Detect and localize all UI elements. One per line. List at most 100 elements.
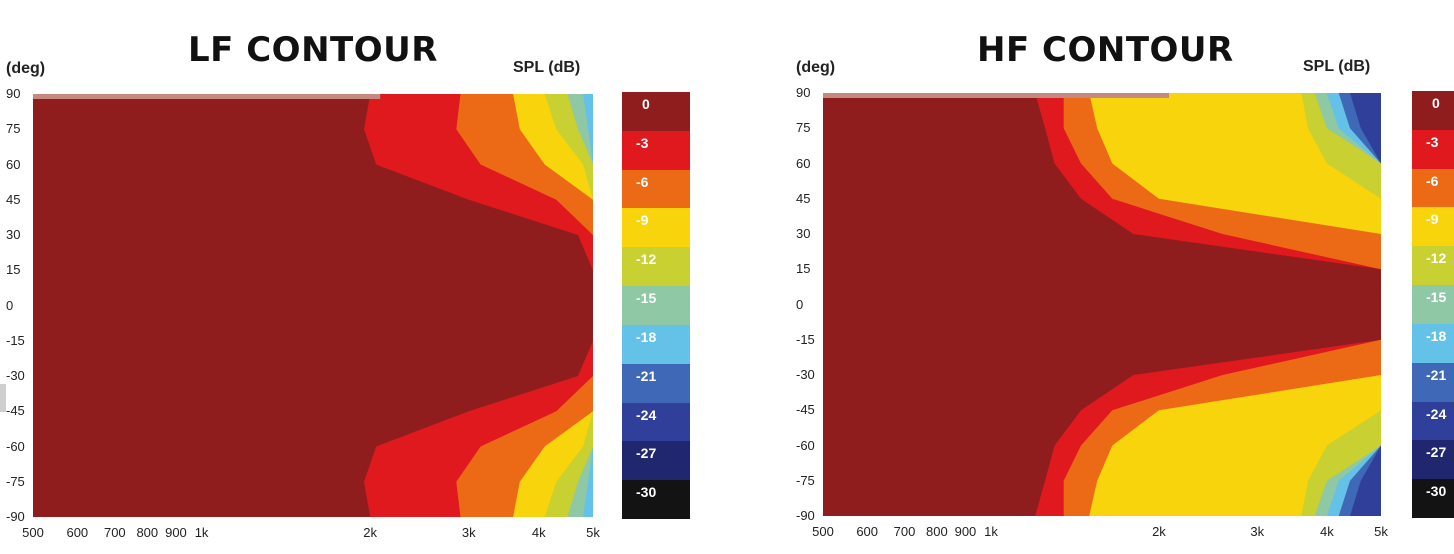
y-tick-label: 0: [6, 297, 14, 313]
colorbar-cell: [622, 402, 690, 442]
y-tick-label: 60: [6, 156, 21, 172]
colorbar-cell: [1412, 285, 1454, 325]
colorbar-cell: [622, 169, 690, 209]
contour-plot: [33, 94, 593, 517]
colorbar-cell: [1412, 440, 1454, 480]
contour-region-minus-6: [456, 94, 593, 517]
colorbar-label-value: -3: [636, 134, 649, 151]
colorbar-label-value: 0: [1432, 95, 1440, 111]
y-tick-label: -30: [6, 368, 25, 383]
x-tick-label: 3k: [461, 525, 476, 540]
colorbar-cell: [1412, 479, 1454, 519]
x-tick-label: 2k: [1152, 524, 1166, 539]
contour-region-minus-18: [583, 94, 593, 517]
colorbar-label-value: -6: [1426, 172, 1439, 189]
colorbar-cell: [1412, 401, 1454, 441]
y-tick-label: 45: [6, 191, 21, 207]
y-tick-label: 45: [796, 190, 811, 206]
top-edge-strip: [823, 93, 1169, 98]
y-tick-label: 15: [6, 262, 21, 278]
x-tick-label: 800: [926, 524, 948, 539]
chart-title: HF CONTOUR: [977, 30, 1234, 70]
colorbar-cell: [622, 130, 690, 171]
contour-region-minus-9: [1089, 93, 1381, 516]
contour-svg: [823, 93, 1381, 516]
x-tick-label: 5k: [1374, 524, 1388, 539]
contour-svg: [33, 94, 593, 517]
colorbar-label: SPL (dB): [1303, 58, 1371, 75]
y-tick-label: 75: [6, 121, 21, 137]
colorbar-label-value: -15: [1426, 289, 1447, 306]
y-tick-label: -15: [796, 331, 815, 347]
lf-contour-panel: LF CONTOUR (deg) SPL (dB) 90 75 60 45 30 15 0 -…: [0, 0, 720, 554]
x-tick-label: 1k: [984, 524, 998, 539]
colorbar-label: SPL (dB): [513, 59, 581, 76]
colorbar-label-value: -21: [636, 367, 657, 384]
y-tick-label: -75: [6, 473, 25, 489]
y-tick-label: -90: [6, 509, 25, 524]
y-tick-label: 90: [796, 85, 811, 100]
colorbar-cell: [622, 286, 690, 326]
colorbar-label-value: -27: [1426, 444, 1447, 461]
colorbar-cell: [622, 480, 690, 520]
colorbar-label-value: -3: [1426, 133, 1439, 150]
colorbar-label-value: -21: [1426, 366, 1447, 383]
top-edge-strip: [33, 94, 381, 99]
colorbar-label-value: -27: [636, 445, 657, 462]
colorbar-label-value: -18: [636, 328, 657, 345]
x-tick-label: 5k: [586, 525, 600, 540]
colorbar-label-value: -15: [636, 290, 657, 307]
y-tick-label: 15: [796, 261, 811, 277]
contour-plot: [823, 93, 1381, 516]
contour-region-minus-3: [364, 94, 593, 517]
x-tick-label: 2k: [363, 525, 378, 540]
x-tick-label: 600: [66, 525, 89, 540]
x-tick-label: 4k: [531, 525, 546, 540]
x-tick-label: 700: [893, 524, 916, 539]
left-edge-marker: [0, 384, 6, 412]
colorbar-cell: [1412, 362, 1454, 403]
colorbar-cell: [622, 92, 690, 132]
contour-region-minus-24: [1350, 93, 1381, 516]
x-tick-label: 3k: [1250, 524, 1265, 539]
x-tick-label: 4k: [1320, 524, 1334, 539]
x-tick-label: 900: [165, 525, 187, 540]
y-tick-label: -60: [6, 438, 25, 454]
chart-title: LF CONTOUR: [188, 30, 438, 70]
colorbar-label-value: -30: [636, 484, 657, 501]
colorbar-cell: [1412, 207, 1454, 247]
colorbar-label-value: -12: [1426, 250, 1447, 267]
x-tick-label: 700: [103, 525, 126, 540]
y-axis-label: (deg): [796, 59, 836, 76]
colorbar-label-value: -12: [636, 251, 657, 268]
colorbar-label-value: 0: [642, 96, 650, 112]
colorbar-label-value: -24: [636, 406, 657, 423]
colorbar-cell: [1412, 91, 1454, 131]
y-tick-label: 30: [796, 226, 811, 241]
colorbar-label-value: -18: [1426, 327, 1447, 344]
colorbar-label-value: -30: [1426, 483, 1447, 500]
x-tick-label: 900: [954, 524, 977, 539]
colorbar-cell: [622, 324, 690, 365]
x-tick-label: 500: [22, 525, 44, 540]
colorbar-label-value: -24: [1426, 405, 1447, 422]
y-tick-label: -45: [796, 402, 815, 418]
x-tick-label: 1k: [194, 525, 209, 540]
colorbar-label-value: -9: [1426, 211, 1439, 228]
y-tick-label: 30: [6, 227, 21, 242]
x-tick-label: 600: [856, 524, 879, 539]
colorbar-label-value: -6: [636, 173, 649, 190]
y-tick-label: -75: [796, 472, 815, 488]
y-tick-label: -30: [796, 367, 815, 382]
y-tick-label: -45: [6, 403, 25, 419]
colorbar-cell: [622, 208, 690, 248]
y-tick-label: 90: [6, 86, 21, 101]
y-tick-label: 0: [796, 296, 804, 312]
colorbar-cell: [1412, 168, 1454, 208]
colorbar-cell: [1412, 129, 1454, 170]
y-axis-label: (deg): [6, 60, 46, 77]
colorbar-cell: [622, 247, 690, 287]
x-tick-label: 800: [136, 525, 159, 540]
y-tick-label: -90: [796, 508, 815, 523]
colorbar-label-value: -9: [636, 212, 649, 229]
